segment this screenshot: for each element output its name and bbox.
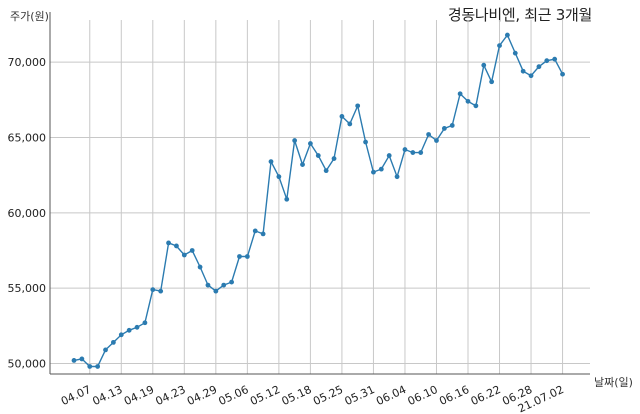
data-point: [79, 356, 85, 362]
data-point: [315, 153, 321, 158]
data-point: [71, 358, 77, 363]
data-point: [292, 138, 298, 143]
data-point: [134, 324, 140, 330]
data-point: [552, 56, 558, 62]
data-point: [111, 339, 116, 345]
y-tick-label: 70,000: [8, 56, 47, 69]
x-tick-labels: 04.0704.1304.1904.2304.2905.0605.1205.18…: [59, 383, 566, 414]
x-tick-label: 06.22: [469, 383, 503, 408]
data-point: [536, 64, 542, 70]
y-tick-label: 55,000: [8, 282, 47, 295]
x-tick-label: 04.29: [185, 383, 219, 408]
data-point: [560, 71, 565, 77]
data-point: [166, 240, 171, 246]
data-point: [394, 174, 400, 180]
data-point: [497, 43, 502, 49]
data-point: [331, 156, 337, 161]
data-point: [158, 288, 164, 294]
price-series: [71, 32, 565, 369]
data-point: [528, 73, 534, 79]
data-point: [441, 126, 447, 131]
data-point: [449, 123, 455, 128]
x-tick-label: 04.13: [91, 383, 125, 408]
data-point: [118, 332, 124, 338]
data-point: [189, 248, 195, 253]
data-point: [221, 282, 227, 288]
data-point: [473, 103, 479, 109]
x-axis-label: 날짜(일): [594, 376, 633, 389]
data-point: [426, 132, 431, 137]
data-point: [229, 279, 235, 285]
x-tick-label: 04.23: [154, 383, 188, 408]
data-point: [489, 79, 495, 85]
data-point: [181, 252, 187, 258]
data-point: [363, 139, 368, 145]
data-point: [520, 68, 526, 74]
data-point: [418, 150, 424, 155]
x-tick-label: 05.06: [217, 383, 251, 408]
grid-lines: [50, 20, 590, 374]
chart-title: 경동나비엔, 최근 3개월: [447, 6, 592, 24]
data-point: [268, 159, 274, 165]
y-axis-label: 주가(원): [10, 10, 49, 23]
x-tick-label: 05.12: [248, 383, 282, 408]
data-point: [87, 364, 93, 369]
data-point: [150, 287, 156, 293]
axes: [49, 12, 590, 375]
data-point: [371, 169, 376, 175]
data-point: [213, 288, 219, 294]
data-point: [465, 98, 471, 104]
data-point: [505, 32, 510, 38]
data-point: [481, 62, 487, 68]
data-point: [544, 58, 550, 64]
data-point: [197, 264, 203, 270]
data-point: [237, 254, 242, 259]
data-point: [308, 141, 313, 146]
y-tick-labels: 50,000 55,000 60,000 65,000 70,000: [8, 56, 47, 370]
data-point: [355, 103, 361, 109]
y-tick-label: 60,000: [8, 207, 47, 220]
data-point: [402, 147, 408, 152]
x-tick-label: 05.25: [311, 383, 345, 408]
data-point: [174, 243, 179, 249]
data-point: [386, 153, 392, 158]
data-point: [457, 91, 463, 97]
data-point: [512, 50, 518, 56]
x-tick-label: 06.10: [406, 383, 440, 408]
x-tick-label: 05.31: [343, 383, 377, 408]
data-point: [260, 231, 266, 237]
data-point: [378, 166, 384, 172]
data-point: [244, 254, 250, 259]
data-point: [410, 150, 416, 155]
y-tick-label: 50,000: [8, 357, 47, 370]
data-point: [103, 347, 108, 353]
x-tick-label: 05.18: [280, 383, 314, 408]
data-point: [205, 282, 211, 288]
data-point: [300, 162, 305, 168]
data-point: [434, 138, 439, 143]
series-line: [73, 33, 564, 368]
y-tick-label: 65,000: [8, 131, 47, 144]
x-tick-label: 04.07: [59, 383, 93, 408]
data-point: [339, 114, 345, 119]
data-point: [142, 320, 148, 326]
data-point: [252, 228, 258, 234]
x-tick-label: 06.16: [437, 383, 471, 408]
x-tick-label: 06.04: [374, 383, 408, 408]
data-point: [126, 327, 132, 333]
data-point: [323, 168, 329, 174]
data-point: [276, 174, 282, 180]
x-tick-label: 04.19: [122, 383, 156, 408]
data-point: [284, 196, 290, 202]
data-point: [347, 121, 353, 127]
data-point: [95, 364, 101, 369]
